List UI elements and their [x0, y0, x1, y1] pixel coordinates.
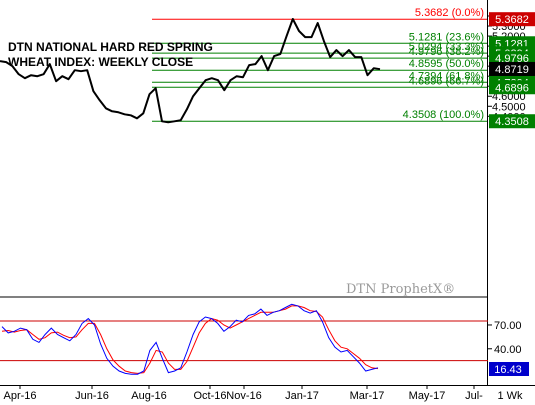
retracement-label: 4.6896 (66.7%) — [409, 75, 484, 87]
value-boxes: 5.36825.12815.02944.97964.73944.68964.35… — [489, 12, 535, 129]
value-box — [489, 114, 535, 129]
value-box-label: 5.3682 — [495, 14, 529, 26]
retracement-lines — [152, 18, 488, 122]
retracement-labels: 5.3682 (0.0%) 5.1281 (23.6%)5.0294 (33.3%… — [403, 7, 484, 121]
retracement-label: 5.3682 (0.0%) — [415, 7, 484, 19]
stochastic-tick-label: 70.00 — [494, 320, 522, 332]
stochastic-tick-label: 40.00 — [494, 344, 522, 356]
retracement-label: 4.9796 (38.2%) — [409, 46, 484, 58]
x-tick-label: Mar-17 — [350, 390, 385, 402]
x-tick-label: Jan-17 — [285, 390, 319, 402]
x-tick-label: Oct-16 — [193, 390, 226, 402]
x-tick-label: Aug-16 — [131, 390, 166, 402]
y-tick-label: 5.3000 — [492, 21, 526, 33]
value-box — [489, 80, 535, 95]
value-box-label: 4.6896 — [495, 82, 529, 94]
x-tick-label: 1 Wk — [497, 390, 523, 402]
stochastic-last-label: 16.43 — [494, 364, 522, 376]
chart-title-line-2: WHEAT INDEX: WEEKLY CLOSE — [8, 55, 193, 69]
stochastic-k-line — [1, 303, 379, 375]
price-series — [0, 18, 381, 124]
chart-title-line-1: DTN NATIONAL HARD RED SPRING — [8, 40, 213, 54]
retracement-label: 5.1281 (23.6%) — [409, 31, 484, 43]
x-tick-label: Apr-16 — [3, 390, 36, 402]
last-price-box — [489, 61, 535, 76]
retracement-label: 4.7394 (61.8%) — [409, 70, 484, 82]
x-tick-label: May-17 — [409, 390, 446, 402]
price-line — [0, 18, 381, 124]
stochastic-last-box — [489, 362, 529, 376]
x-tick-label: Nov-16 — [226, 390, 261, 402]
x-tick-label: Jun-16 — [75, 390, 109, 402]
value-box-label: 4.3508 — [495, 116, 529, 128]
y-tick-label: 4.5000 — [492, 101, 526, 113]
x-axis-ticks: Apr-16 Jun-16 Aug-16 Oct-16 Nov-16 Jan-17 Mar-… — [3, 385, 523, 402]
value-box — [489, 12, 535, 27]
retracement-label: 4.8595 (50.0%) — [409, 58, 484, 70]
value-box — [489, 51, 535, 66]
last-price-label: 4.8719 — [495, 64, 529, 76]
stochastic-axis-ticks: 70.00 40.00 16.43 — [488, 320, 529, 376]
retracement-label: 4.3508 (100.0%) — [403, 109, 484, 121]
stochastic-series — [1, 303, 379, 375]
retracement-label: 5.0294 (33.3%) — [409, 41, 484, 53]
x-tick-label: Jul- — [465, 390, 483, 402]
watermark: DTN ProphetX® — [346, 282, 455, 297]
